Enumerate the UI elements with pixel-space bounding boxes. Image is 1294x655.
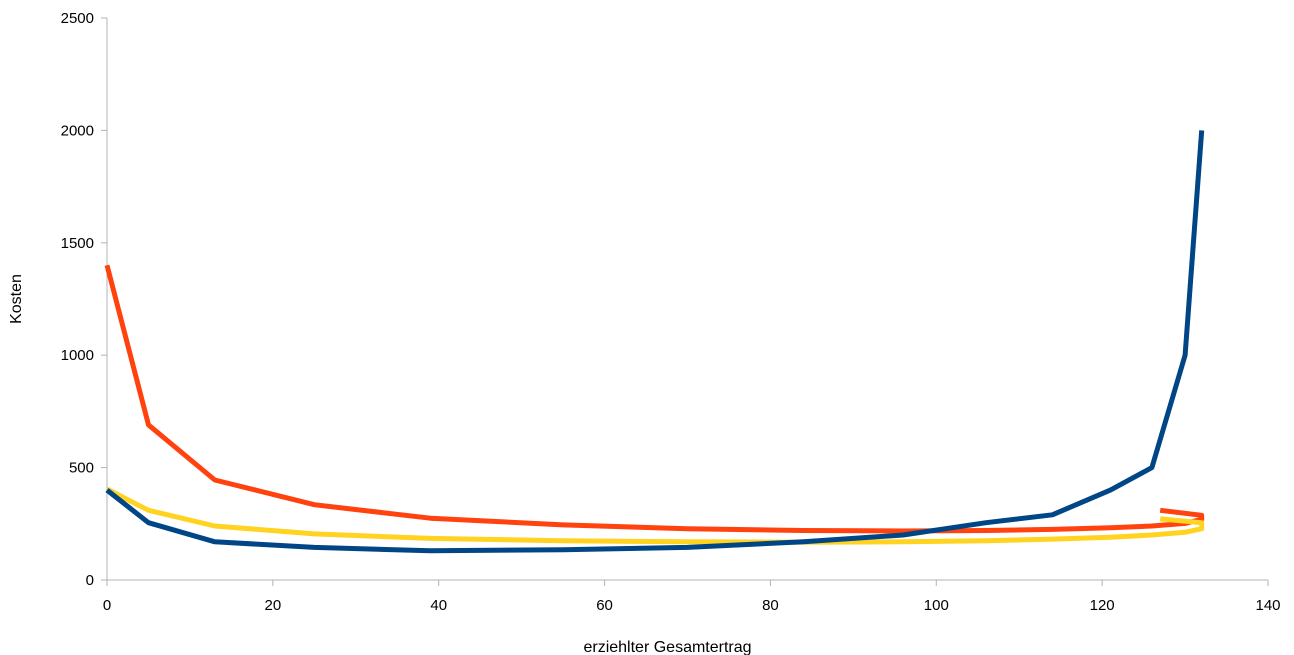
x-tick-label: 0 — [103, 597, 111, 614]
y-tick-label: 1000 — [61, 347, 94, 364]
y-tick-label: 0 — [86, 572, 94, 589]
series-line-3 — [105, 130, 1205, 554]
x-axis-title: erziehlter Gesamtertrag — [583, 639, 751, 655]
x-tick-label: 120 — [1090, 597, 1115, 614]
y-tick-label: 1500 — [61, 235, 94, 252]
series-line-1 — [104, 264, 1205, 534]
x-tick-label: 60 — [596, 597, 613, 614]
y-tick-label: 2500 — [61, 10, 94, 27]
y-axis-title: Kosten — [8, 274, 25, 324]
x-tick-label: 40 — [430, 597, 447, 614]
x-tick-label: 80 — [762, 597, 779, 614]
series-line-2 — [105, 486, 1205, 545]
x-tick-label: 100 — [924, 597, 949, 614]
axes — [106, 18, 1268, 581]
x-tick-label: 20 — [265, 597, 282, 614]
y-tick-label: 500 — [69, 460, 94, 477]
series-group — [104, 130, 1205, 554]
ticks: 0 500 1000 1500 2000 2500 0 20 40 60 80 100 120 140 — [61, 10, 1281, 614]
x-tick-label: 140 — [1255, 597, 1280, 614]
y-tick-label: 2000 — [61, 122, 94, 139]
